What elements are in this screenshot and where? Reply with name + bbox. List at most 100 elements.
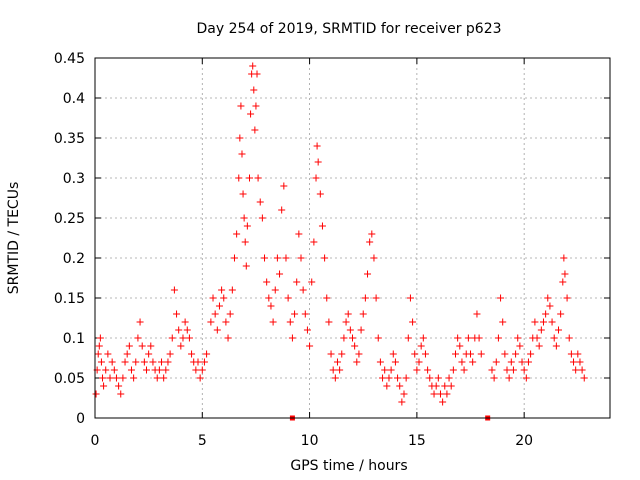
data-point <box>501 350 509 358</box>
data-point <box>134 334 142 342</box>
data-point <box>108 358 116 366</box>
data-point <box>153 374 161 382</box>
data-point <box>119 374 127 382</box>
data-point <box>527 350 535 358</box>
data-point <box>572 366 580 374</box>
data-point <box>173 310 181 318</box>
x-tick-label: 20 <box>515 433 533 449</box>
data-point <box>282 254 290 262</box>
data-point <box>537 326 545 334</box>
data-point <box>97 358 105 366</box>
data-point <box>415 358 423 366</box>
data-point <box>185 334 193 342</box>
y-tick-label: 0.2 <box>63 251 85 267</box>
y-tick-label: 0.3 <box>63 171 85 187</box>
data-point <box>323 294 331 302</box>
tick-layer: 0 0.05 0.1 0.15 0.2 0.25 0.3 0.35 0.4 0.45 0 5 10 15 2… <box>54 51 610 449</box>
data-point <box>344 310 352 318</box>
data-point <box>246 174 253 182</box>
data-point <box>252 102 260 110</box>
data-point <box>387 366 395 374</box>
data-point <box>261 254 269 262</box>
data-point <box>94 350 102 358</box>
data-point <box>565 334 573 342</box>
data-point <box>249 62 257 70</box>
x-tick-label: 15 <box>408 433 426 449</box>
data-point <box>394 374 402 382</box>
data-point <box>539 318 547 326</box>
data-point <box>140 358 148 366</box>
data-point <box>230 254 238 262</box>
data-point <box>237 102 245 110</box>
data-point <box>243 222 251 230</box>
data-point <box>497 294 505 302</box>
data-point <box>102 366 110 374</box>
data-point <box>286 318 294 326</box>
data-point <box>242 262 250 270</box>
data-point <box>512 350 520 358</box>
data-point <box>398 398 406 406</box>
data-point <box>355 350 363 358</box>
data-point <box>452 350 459 358</box>
data-point <box>228 286 236 294</box>
data-point <box>276 270 284 278</box>
data-point <box>430 390 438 398</box>
data-point <box>389 350 397 358</box>
data-point <box>370 254 378 262</box>
data-point <box>570 358 578 366</box>
data-point <box>168 334 176 342</box>
x-tick-label: 5 <box>198 433 207 449</box>
grid-layer <box>95 58 610 418</box>
data-point <box>346 326 354 334</box>
data-point <box>280 182 288 190</box>
data-point <box>125 342 133 350</box>
data-point <box>213 326 221 334</box>
data-point <box>179 334 187 342</box>
data-point <box>96 334 104 342</box>
data-point <box>349 334 356 342</box>
data-point <box>149 358 157 366</box>
data-point <box>409 318 417 326</box>
data-point <box>475 334 483 342</box>
data-point <box>391 358 399 366</box>
data-point <box>316 190 324 198</box>
data-point <box>445 374 453 382</box>
data-point <box>492 358 500 366</box>
data-point <box>236 134 244 142</box>
data-point <box>331 374 339 382</box>
data-point <box>490 374 498 382</box>
y-tick-label: 0.15 <box>54 291 85 307</box>
x-tick-label: 0 <box>91 433 100 449</box>
points-layer <box>92 62 588 421</box>
data-point <box>411 350 419 358</box>
data-point <box>353 358 361 366</box>
data-point <box>531 318 539 326</box>
data-point <box>110 366 118 374</box>
data-point <box>247 110 255 118</box>
x-tick-label: 10 <box>301 433 319 449</box>
data-point <box>132 358 140 366</box>
data-point <box>555 326 562 334</box>
data-point <box>533 334 541 342</box>
data-point <box>361 294 369 302</box>
data-point <box>121 358 129 366</box>
data-point <box>505 374 513 382</box>
data-point <box>306 342 314 350</box>
data-point <box>218 286 226 294</box>
data-point <box>443 390 451 398</box>
data-point <box>552 342 560 350</box>
data-point <box>136 318 144 326</box>
data-point <box>188 350 196 358</box>
data-point <box>130 374 138 382</box>
data-point <box>402 374 410 382</box>
data-point <box>115 382 123 390</box>
data-point <box>308 278 316 286</box>
data-point <box>175 326 183 334</box>
data-point <box>301 310 309 318</box>
data-point <box>269 318 277 326</box>
data-point <box>338 350 346 358</box>
data-point <box>561 270 569 278</box>
data-point <box>143 366 150 374</box>
data-point <box>454 334 462 342</box>
data-point <box>329 366 337 374</box>
